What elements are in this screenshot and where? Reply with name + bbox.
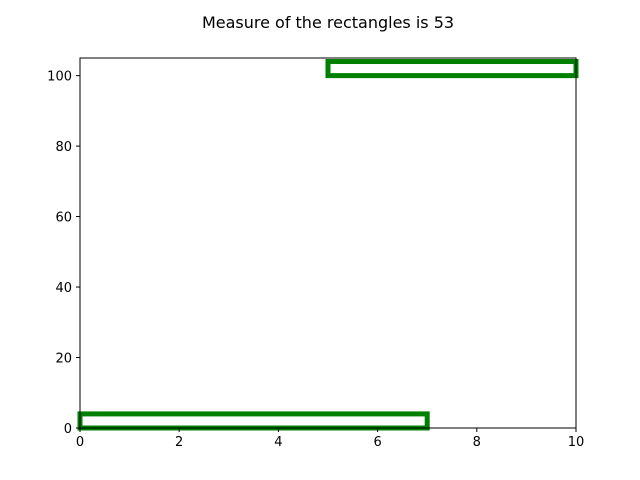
y-tick-label: 100 (47, 70, 72, 85)
y-tick-label: 0 (64, 422, 72, 437)
x-axis: 0 2 4 6 8 10 (76, 428, 584, 450)
y-axis: 0 20 40 60 80 100 (47, 70, 80, 437)
y-tick-label: 80 (55, 140, 72, 155)
rectangle-2 (325, 59, 579, 79)
rectangles-layer (77, 59, 579, 431)
rectangle-1 (77, 411, 430, 431)
x-tick-label: 10 (568, 435, 585, 450)
y-tick-label: 40 (55, 281, 72, 296)
y-tick-label: 20 (55, 352, 72, 367)
x-tick-label: 6 (373, 435, 381, 450)
chart-title: Measure of the rectangles is 53 (202, 13, 454, 32)
plot-frame (79, 57, 577, 429)
x-tick-label: 4 (274, 435, 282, 450)
y-tick-label: 60 (55, 211, 72, 226)
x-tick-label: 0 (76, 435, 84, 450)
x-tick-label: 8 (473, 435, 481, 450)
x-tick-label: 2 (175, 435, 183, 450)
